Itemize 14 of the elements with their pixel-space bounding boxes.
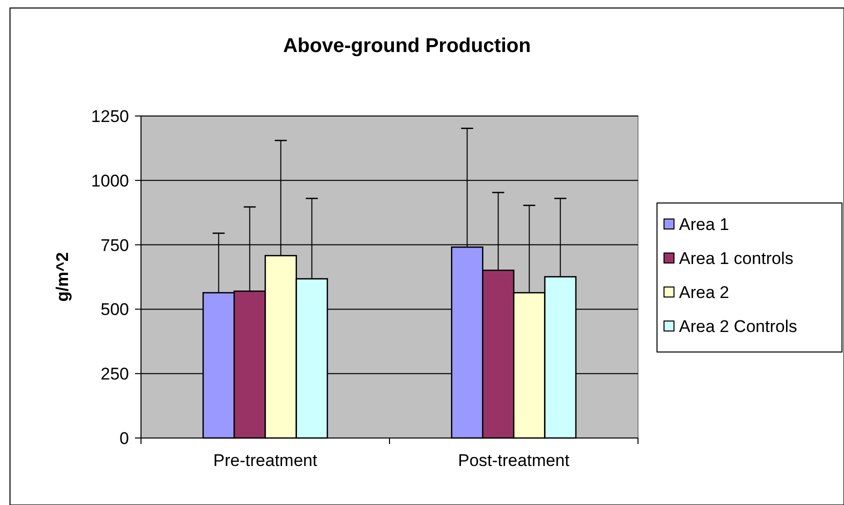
x-tick-label: Post-treatment [458, 451, 570, 470]
y-tick-label: 1000 [91, 171, 129, 190]
legend-label: Area 2 [679, 282, 730, 302]
x-tick-label: Pre-treatment [213, 451, 318, 470]
y-tick-label: 750 [100, 236, 129, 255]
chart-title: Above-ground Production [283, 35, 531, 57]
legend-label: Area 1 [679, 214, 730, 234]
legend-label: Area 2 Controls [679, 316, 798, 336]
y-tick-label: 0 [120, 428, 129, 448]
legend-label: Area 1 controls [679, 248, 794, 268]
y-tick-label: 1250 [91, 106, 129, 126]
y-axis-title: g/m^2 [53, 252, 72, 302]
y-tick-label: 250 [100, 364, 129, 384]
y-tick-label: 500 [100, 300, 129, 320]
